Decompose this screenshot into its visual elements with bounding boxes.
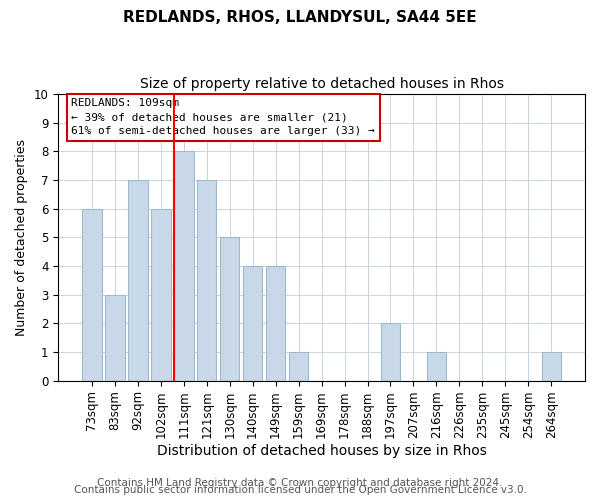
Title: Size of property relative to detached houses in Rhos: Size of property relative to detached ho… xyxy=(140,78,503,92)
Bar xyxy=(105,294,125,380)
Y-axis label: Number of detached properties: Number of detached properties xyxy=(15,139,28,336)
Bar xyxy=(289,352,308,380)
Text: REDLANDS: 109sqm
← 39% of detached houses are smaller (21)
61% of semi-detached : REDLANDS: 109sqm ← 39% of detached house… xyxy=(71,98,375,136)
Bar xyxy=(542,352,561,380)
X-axis label: Distribution of detached houses by size in Rhos: Distribution of detached houses by size … xyxy=(157,444,487,458)
Bar xyxy=(220,238,239,380)
Bar xyxy=(82,208,101,380)
Text: Contains HM Land Registry data © Crown copyright and database right 2024.: Contains HM Land Registry data © Crown c… xyxy=(97,478,503,488)
Bar xyxy=(151,208,170,380)
Bar xyxy=(174,152,194,380)
Text: REDLANDS, RHOS, LLANDYSUL, SA44 5EE: REDLANDS, RHOS, LLANDYSUL, SA44 5EE xyxy=(123,10,477,25)
Text: Contains public sector information licensed under the Open Government Licence v3: Contains public sector information licen… xyxy=(74,485,526,495)
Bar xyxy=(427,352,446,380)
Bar xyxy=(128,180,148,380)
Bar xyxy=(197,180,217,380)
Bar xyxy=(381,324,400,380)
Bar xyxy=(243,266,262,380)
Bar xyxy=(266,266,286,380)
